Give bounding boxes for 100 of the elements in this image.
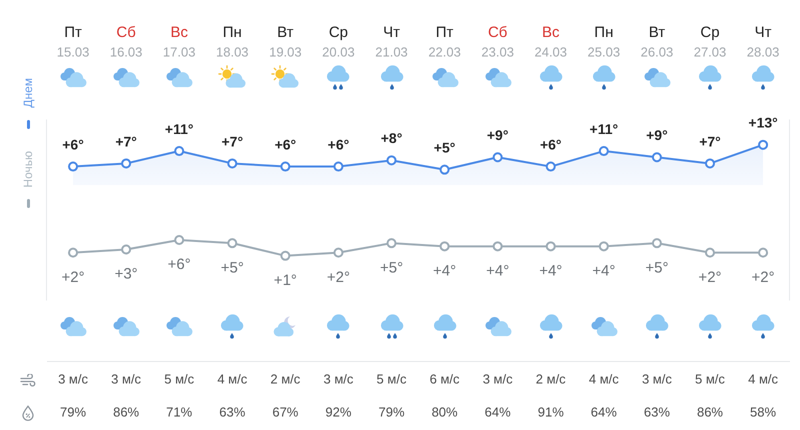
point (492, 241, 503, 252)
data-label: +13° (748, 114, 778, 131)
point (333, 162, 344, 172)
text: 3 м/с (58, 372, 88, 387)
point (546, 162, 556, 172)
data-label: +6° (62, 136, 84, 152)
text: 79% (60, 404, 86, 420)
data-label: +4° (433, 262, 456, 280)
point (652, 238, 662, 248)
data-label: +1° (274, 272, 297, 289)
text: 91% (538, 404, 564, 420)
text: 6 м/с (430, 372, 460, 387)
point (704, 158, 715, 168)
point (121, 244, 132, 254)
data-label: +5° (434, 140, 456, 156)
data-label: +3° (114, 266, 138, 283)
data-label: +2° (698, 268, 722, 286)
x-tick-label: Сб 16.03 (110, 24, 142, 60)
x-tick-label: Пн 18.03 (216, 24, 249, 60)
data-label: +5° (380, 259, 404, 276)
data-label: +5° (220, 259, 244, 276)
x-tick-label: Вт 26.03 (640, 24, 674, 60)
data-label: +2° (752, 268, 775, 286)
x-tick-label: Вт 19.03 (269, 24, 302, 60)
data-label: +7° (699, 133, 721, 150)
text: 4 м/с (748, 372, 778, 387)
data-label: +11° (590, 120, 618, 137)
x-tick-label: Сб 23.03 (481, 24, 514, 60)
point (758, 140, 768, 150)
point (174, 235, 184, 245)
text: 2 м/с (536, 372, 566, 387)
point (386, 238, 397, 248)
point (227, 158, 238, 168)
text: 4 м/с (588, 372, 620, 387)
data-label: +6° (274, 136, 296, 152)
point (227, 238, 238, 248)
text: 80% (432, 404, 458, 420)
point (758, 248, 768, 258)
x-tick-label: Вс 24.03 (534, 24, 568, 60)
point (280, 250, 290, 261)
x-tick-label: Пт 22.03 (428, 24, 461, 60)
point (386, 155, 397, 166)
text: 3 м/с (482, 372, 514, 387)
point (174, 146, 184, 156)
data-label: +5° (645, 259, 668, 276)
x-tick-label: Пн 25.03 (588, 24, 620, 60)
text: 3 м/с (111, 372, 142, 387)
text: 86% (113, 404, 140, 420)
x-tick-label: Ср 20.03 (322, 24, 355, 60)
point (280, 162, 290, 172)
data-label: +9° (646, 127, 668, 144)
data-label: +2° (326, 268, 350, 286)
data-label: +7° (221, 133, 244, 150)
text: 64% (484, 404, 512, 420)
data-label: +2° (61, 268, 85, 286)
data-label: +6° (328, 136, 350, 152)
x-tick-label: Чт 21.03 (375, 24, 408, 60)
data-label: +8° (380, 130, 402, 146)
x-tick-label: Чт 28.03 (746, 24, 780, 60)
point (492, 152, 503, 162)
point (440, 241, 450, 252)
point (68, 248, 78, 258)
data-label: +4° (486, 262, 510, 280)
point (704, 248, 715, 258)
text: 5 м/с (376, 372, 407, 387)
point (598, 146, 609, 156)
text: 71% (166, 404, 193, 420)
text: 79% (378, 404, 405, 420)
text: 3 м/с (642, 372, 672, 387)
point (68, 162, 78, 172)
text: Ночью (21, 150, 35, 188)
text: 86% (696, 404, 724, 420)
point (652, 152, 662, 162)
data-label: +4° (539, 262, 562, 280)
data-label: +4° (592, 262, 616, 280)
text: 5 м/с (695, 372, 726, 387)
text: 2 м/с (270, 372, 301, 387)
text: Днем (21, 78, 35, 108)
point (333, 248, 344, 258)
text: 63% (219, 404, 246, 420)
point (440, 164, 450, 175)
text: 58% (750, 404, 777, 420)
text: 64% (590, 404, 618, 420)
data-label: +6° (168, 256, 191, 274)
point (546, 241, 556, 252)
data-label: +7° (115, 133, 137, 150)
point (598, 241, 609, 252)
text: 5 м/с (164, 372, 195, 387)
x-tick-label: Вс 17.03 (162, 24, 196, 60)
text: 4 м/с (217, 372, 248, 387)
text: 67% (272, 404, 299, 420)
text: 92% (325, 404, 352, 420)
x-tick-label: Ср 27.03 (694, 24, 726, 60)
point (121, 158, 132, 168)
x-tick-label: Пт 15.03 (56, 24, 90, 60)
text: 63% (644, 404, 670, 420)
data-label: +9° (486, 127, 508, 144)
data-label: +11° (164, 120, 194, 137)
data-label: +6° (540, 136, 562, 152)
text: 3 м/с (323, 372, 354, 387)
